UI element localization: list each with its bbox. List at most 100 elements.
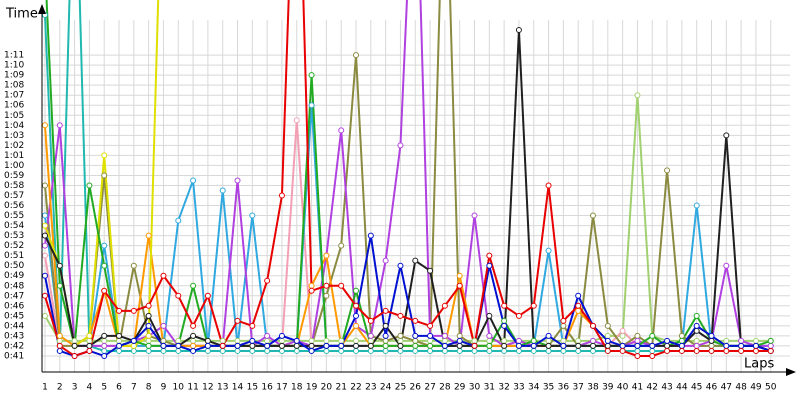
data-point (649, 342, 656, 349)
data-point (456, 347, 463, 354)
data-point (678, 332, 685, 339)
data-point (353, 337, 360, 344)
x-tick-label: 49 (750, 383, 762, 393)
y-arrow (38, 4, 46, 14)
data-point (264, 277, 271, 284)
data-point (175, 337, 182, 344)
data-point (382, 337, 389, 344)
data-point (338, 342, 345, 349)
data-point (175, 217, 182, 224)
data-point (427, 337, 434, 344)
x-tick-label: 46 (706, 383, 718, 393)
data-point (101, 332, 108, 339)
x-tick-label: 44 (676, 383, 688, 393)
data-point (560, 347, 567, 354)
data-point (101, 172, 108, 179)
x-tick-label: 42 (647, 383, 658, 393)
x-tick-label: 26 (410, 383, 422, 393)
y-tick-label: 1:04 (4, 121, 24, 131)
data-point (249, 212, 256, 219)
data-point (412, 332, 419, 339)
x-tick-label: 21 (335, 383, 346, 393)
x-tick-label: 35 (543, 383, 554, 393)
data-point (515, 312, 522, 319)
data-point (382, 342, 389, 349)
data-point (42, 122, 48, 129)
y-tick-label: 1:06 (4, 101, 24, 111)
data-point (278, 342, 285, 349)
data-point (308, 287, 315, 294)
data-point (575, 292, 582, 299)
x-tick-label: 16 (261, 383, 273, 393)
data-point (486, 347, 493, 354)
data-point (590, 212, 597, 219)
data-point (353, 342, 360, 349)
data-point (338, 337, 345, 344)
y-tick-label: 1:07 (4, 91, 24, 101)
data-point (397, 337, 404, 344)
data-point (382, 332, 389, 339)
data-point (545, 347, 552, 354)
y-tick-label: 0:42 (4, 341, 24, 351)
data-point (530, 302, 537, 309)
x-tick-label: 45 (691, 383, 702, 393)
data-point (708, 337, 715, 344)
y-tick-label: 1:11 (4, 51, 24, 61)
data-point (130, 337, 137, 344)
data-point (308, 102, 315, 109)
data-point (204, 342, 211, 349)
data-point (649, 352, 656, 359)
data-point (441, 342, 448, 349)
data-point (86, 182, 93, 189)
data-point (308, 72, 315, 79)
data-point (293, 117, 300, 124)
data-point (590, 347, 597, 354)
data-point (604, 342, 611, 349)
data-point (456, 282, 463, 289)
data-point (471, 337, 478, 344)
data-point (116, 337, 123, 344)
y-tick-label: 0:52 (4, 241, 24, 251)
y-tick-label: 1:05 (4, 111, 24, 121)
y-tick-label: 0:55 (4, 211, 24, 221)
data-point (71, 337, 78, 344)
data-point (86, 337, 93, 344)
x-tick-label: 29 (454, 383, 466, 393)
data-point (190, 342, 197, 349)
data-point (545, 332, 552, 339)
x-tick-label: 4 (87, 383, 93, 393)
data-point (486, 332, 493, 339)
y-tick-label: 0:43 (4, 331, 24, 341)
y-tick-label: 1:08 (4, 81, 24, 91)
data-point (575, 307, 582, 314)
data-point (249, 322, 256, 329)
data-point (338, 127, 345, 134)
data-point (160, 347, 167, 354)
data-point (42, 252, 48, 259)
data-point (278, 337, 285, 344)
data-point (486, 262, 493, 269)
data-point (86, 347, 93, 354)
data-point (693, 322, 700, 329)
data-point (604, 322, 611, 329)
data-point (353, 287, 360, 294)
y-tick-label: 0:50 (4, 261, 24, 271)
data-point (175, 292, 182, 299)
data-point (101, 337, 108, 344)
data-point (367, 337, 374, 344)
data-point (293, 342, 300, 349)
y-tick-label: 0:41 (4, 351, 24, 361)
data-point (693, 337, 700, 344)
data-point (353, 302, 360, 309)
data-point (367, 347, 374, 354)
data-point (308, 347, 315, 354)
data-point (42, 242, 48, 249)
data-point (456, 337, 463, 344)
x-tick-label: 24 (380, 383, 392, 393)
data-point (649, 332, 656, 339)
data-point (367, 332, 374, 339)
data-point (130, 262, 137, 269)
data-point (190, 282, 197, 289)
x-tick-label: 19 (306, 383, 318, 393)
data-point (530, 347, 537, 354)
